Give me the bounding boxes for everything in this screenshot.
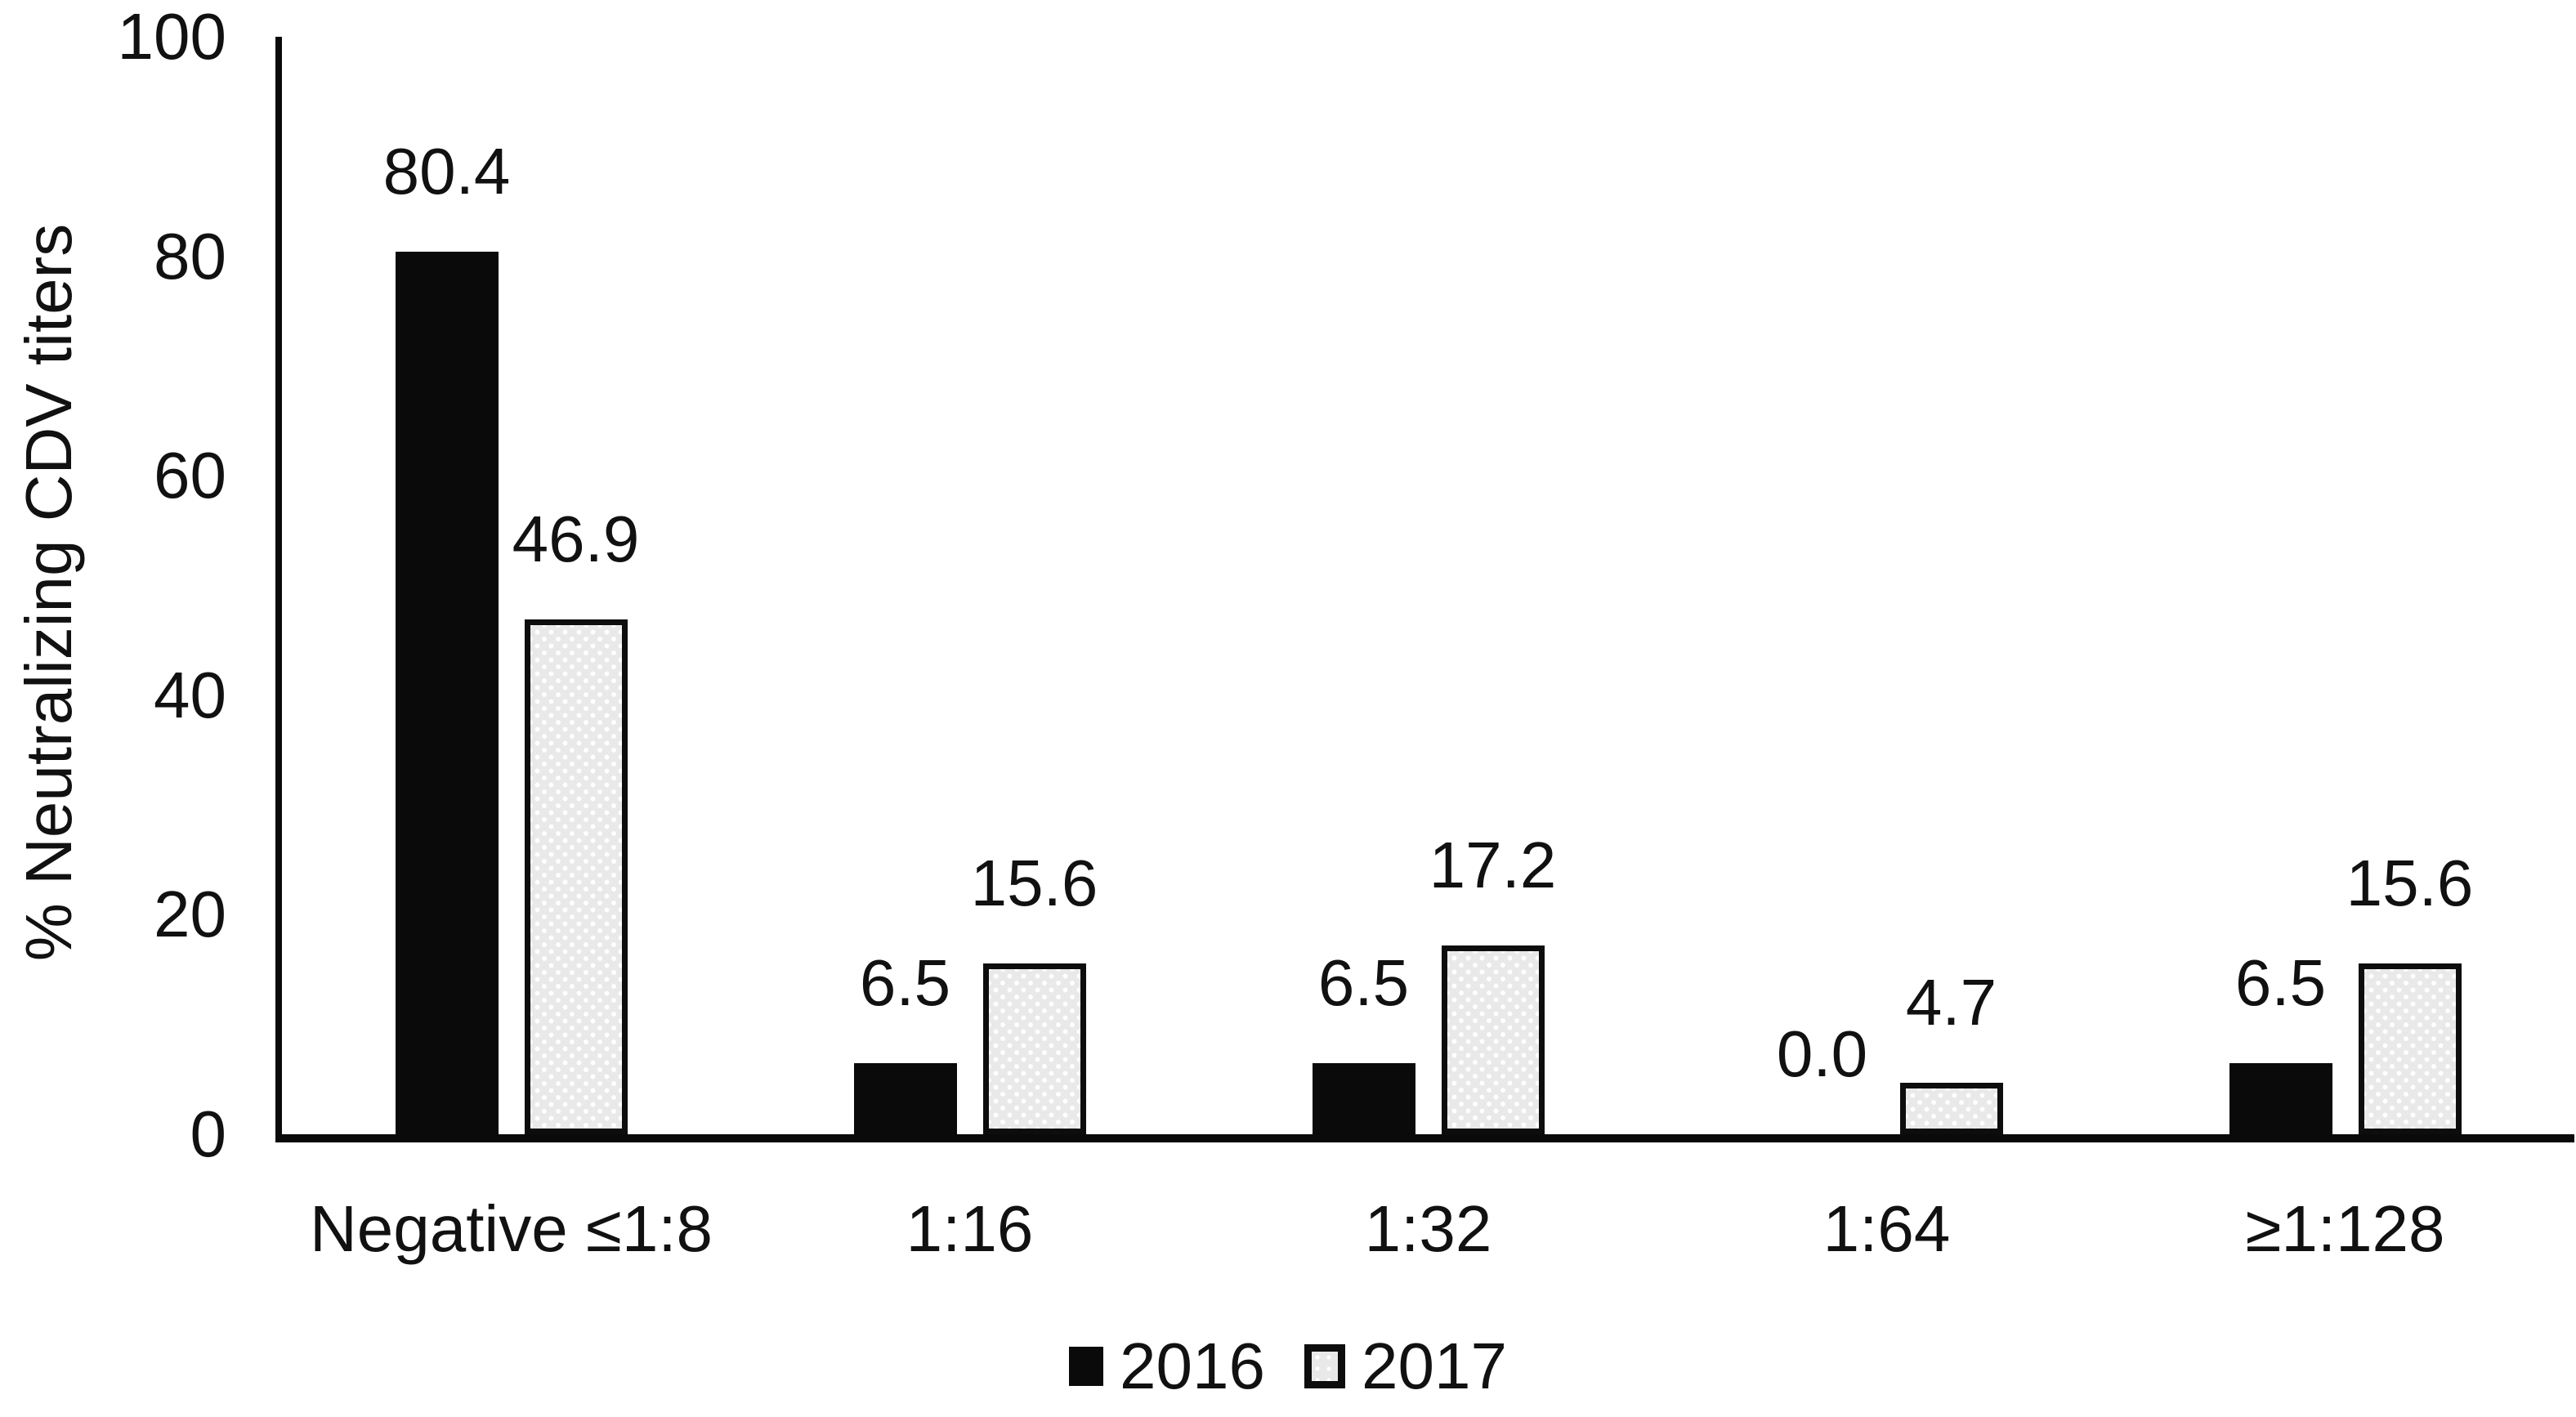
y-tick-label: 60 [154, 439, 226, 512]
bar-slot-2017: 15.6 [2346, 37, 2473, 1134]
y-tick-label: 80 [154, 219, 226, 293]
bar-slot-2016: 80.4 [383, 37, 510, 1134]
data-label-2017: 15.6 [2346, 846, 2474, 919]
data-label-2016: 80.4 [382, 135, 511, 208]
bar-slot-2016: 6.5 [1312, 37, 1415, 1134]
data-label-2017: 46.9 [512, 503, 640, 576]
bar-group: 80.4 46.9 [282, 37, 740, 1134]
x-category-label: Negative ≤1:8 [309, 1192, 713, 1265]
y-tick-label: 40 [154, 658, 226, 731]
bar-group: 6.5 17.2 [1199, 37, 1657, 1134]
y-tick-label: 20 [154, 878, 226, 951]
legend-entry-2017: 2017 [1304, 1330, 1507, 1402]
bar-slot-2016: 0.0 [1771, 37, 1874, 1134]
y-tick-label: 100 [117, 0, 226, 73]
x-category-label: 1:16 [906, 1192, 1034, 1265]
y-tick-label: 0 [190, 1097, 227, 1170]
bar-2017 [1441, 945, 1545, 1134]
bar-slot-2017: 17.2 [1429, 37, 1556, 1134]
plot-area: 80.4 46.9 6.5 15.6 6.5 17.2 0.0 4.7 6.5 15.6 [275, 37, 2574, 1142]
bar-2017 [524, 619, 628, 1134]
bar-2016 [853, 1062, 957, 1134]
y-axis-tick-labels: 0 20 40 60 80 100 [0, 4, 226, 1167]
bar-2016 [2229, 1062, 2332, 1134]
legend-label-2017: 2017 [1362, 1330, 1507, 1402]
legend: 2016 2017 [0, 1330, 2576, 1402]
bar-slot-2017: 4.7 [1899, 37, 2003, 1134]
data-label-2016: 0.0 [1776, 1017, 1868, 1090]
legend-label-2016: 2016 [1120, 1330, 1265, 1402]
bar-2017 [2358, 963, 2462, 1134]
data-label-2016: 6.5 [859, 945, 951, 1019]
x-category-label: 1:64 [1822, 1192, 1951, 1265]
x-category-label: ≥1:128 [2245, 1192, 2445, 1265]
bar-slot-2017: 46.9 [512, 37, 639, 1134]
bar-slot-2017: 15.6 [971, 37, 1098, 1134]
legend-swatch-icon-2016 [1069, 1347, 1104, 1386]
bar-slot-2016: 6.5 [2229, 37, 2332, 1134]
bar-slot-2016: 6.5 [853, 37, 957, 1134]
data-label-2017: 4.7 [1905, 965, 1997, 1039]
legend-entry-2016: 2016 [1069, 1330, 1265, 1402]
bar-group: 6.5 15.6 [740, 37, 1199, 1134]
bar-2017 [1899, 1082, 2003, 1134]
bar-group: 6.5 15.6 [2116, 37, 2574, 1134]
data-label-2016: 6.5 [2234, 945, 2327, 1019]
bar-2016 [395, 252, 499, 1134]
x-category-label: 1:32 [1364, 1192, 1492, 1265]
legend-swatch-icon-2017 [1304, 1344, 1345, 1388]
bar-2017 [982, 963, 1086, 1134]
bar-2016 [1312, 1062, 1415, 1134]
data-label-2017: 15.6 [970, 846, 1098, 919]
data-label-2016: 6.5 [1317, 945, 1410, 1019]
bar-group: 0.0 4.7 [1657, 37, 2116, 1134]
data-label-2017: 17.2 [1429, 829, 1557, 902]
x-axis-category-labels: Negative ≤1:8 1:16 1:32 1:64 ≥1:128 [282, 1191, 2574, 1267]
